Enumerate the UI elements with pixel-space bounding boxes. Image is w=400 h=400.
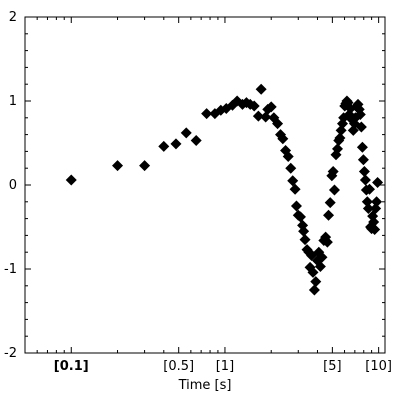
data-point [310,276,322,288]
data-point [328,184,340,196]
data-point [289,183,301,195]
x-tick-label: [0.1] [54,359,89,374]
data-point [354,108,366,120]
axes: 2 1 0 -1 -2 [0.1] [0.5] [1] [5] [10] [4,10,392,374]
data-point [361,196,373,208]
data-point [368,216,380,228]
y-tick-label: -1 [4,262,17,277]
data-point [323,209,335,221]
data-point [255,83,267,95]
data-point [282,150,294,162]
data-point [355,121,367,133]
data-point [272,118,284,130]
data-point [180,127,192,139]
data-point [314,260,326,272]
data-point [316,251,328,263]
data-point [294,211,306,223]
data-point [369,224,381,236]
data-point [308,284,320,296]
data-point [299,234,311,246]
y-tick-label: 2 [9,10,17,25]
data-point [327,166,339,178]
data-point [298,225,310,237]
data-point [363,183,375,195]
data-point [158,140,170,152]
x-tick-label: [0.5] [163,359,194,374]
data-point [277,133,289,145]
y-tick-label: -2 [4,346,17,361]
y-tick-label: 1 [9,94,17,109]
data-points [65,83,384,296]
y-tick-label: 0 [9,178,17,193]
data-point [112,160,124,172]
data-point [332,143,344,155]
data-point [303,246,315,258]
data-point [356,141,368,153]
data-point [285,162,297,174]
data-point [201,108,213,120]
data-point [265,101,277,113]
data-point [321,236,333,248]
x-tick-label: [10] [365,359,392,374]
x-tick-label: [5] [323,359,341,374]
data-point [190,134,202,146]
data-point [139,160,151,172]
data-point [347,124,359,136]
data-point [324,197,336,209]
data-point [252,110,264,122]
data-point [248,100,260,112]
data-point [334,132,346,144]
data-point [290,200,302,212]
data-point [287,175,299,187]
data-point [370,203,382,215]
data-point [65,174,77,186]
plot-frame [24,16,386,354]
data-point [362,203,374,215]
data-point [170,138,182,150]
data-point [313,246,325,258]
data-point [357,154,369,166]
data-point [371,196,383,208]
data-point [358,166,370,178]
data-point [307,266,319,278]
data-point [359,174,371,186]
x-tick-label: [1] [216,359,234,374]
x-axis-label: Time [s] [178,378,232,393]
